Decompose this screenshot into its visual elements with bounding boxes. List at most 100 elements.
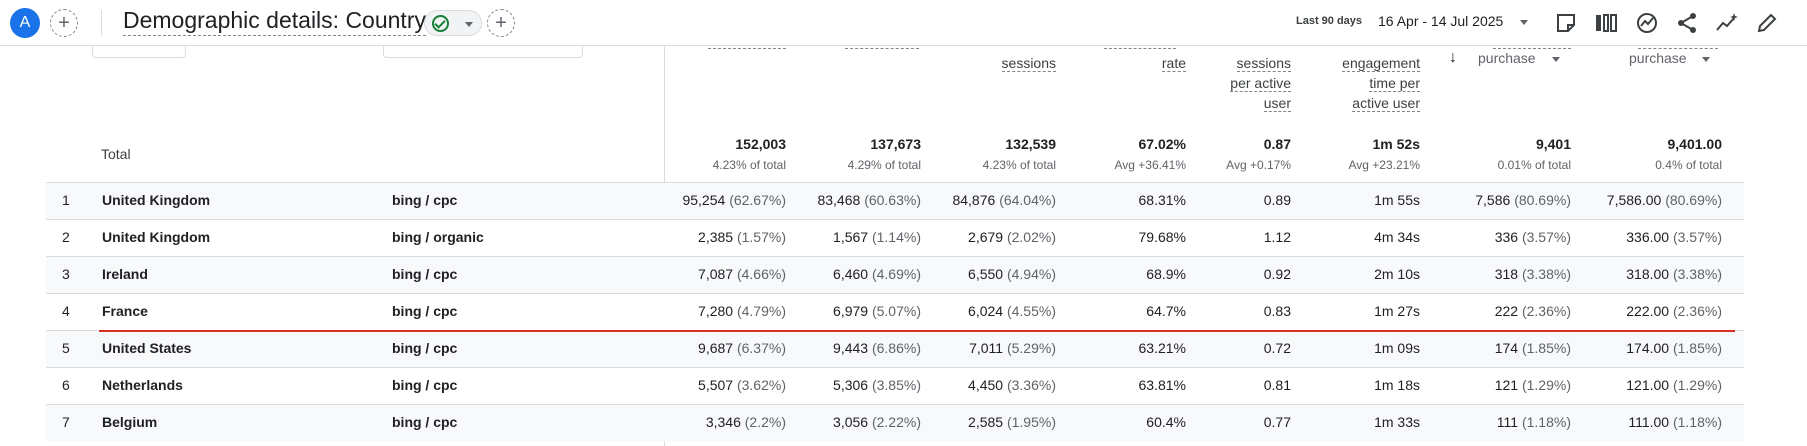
total-subtext: 4.23% of total	[982, 158, 1056, 172]
table-row[interactable]: 6 Netherlands bing / cpc 5,507 (3.62%) 5…	[46, 367, 1744, 404]
metric-cell: 60.4%	[1146, 414, 1186, 430]
table-row[interactable]: 2 United Kingdom bing / organic 2,385 (1…	[46, 219, 1744, 256]
metric-cell: 2m 10s	[1374, 266, 1420, 282]
total-subtext: 0.01% of total	[1497, 158, 1571, 172]
row-index: 7	[62, 414, 70, 430]
share-icon[interactable]	[1674, 10, 1700, 36]
metric-cell: 6,550 (4.94%)	[968, 266, 1056, 282]
metric-cell: 0.92	[1263, 266, 1291, 282]
metric-cell: 68.31%	[1138, 192, 1186, 208]
source-medium-cell[interactable]: bing / cpc	[392, 377, 458, 393]
account-avatar[interactable]: A	[10, 8, 40, 38]
table-row[interactable]: 5 United States bing / cpc 9,687 (6.37%)…	[46, 330, 1744, 367]
metric-cell: 64.7%	[1146, 303, 1186, 319]
metric-cell: 0.83	[1263, 303, 1291, 319]
metric-cell: 7,011 (5.29%)	[969, 340, 1056, 356]
column-header-engagement-time[interactable]: engagement time per active user	[1342, 55, 1420, 112]
column-header-4-underline	[1104, 48, 1176, 49]
metric-cell: 318 (3.38%)	[1494, 266, 1571, 282]
column-header-1[interactable]	[708, 48, 786, 49]
column-header-purchase-dropdown[interactable]: purchase	[1478, 50, 1536, 66]
header-divider	[101, 10, 102, 36]
country-cell[interactable]: United Kingdom	[102, 229, 211, 245]
total-subtext: 4.23% of total	[712, 158, 786, 172]
metric-cell: 0.77	[1263, 414, 1291, 430]
add-comparison-icon[interactable]: +	[487, 9, 515, 37]
sort-descending-icon[interactable]: ↓	[1449, 49, 1457, 66]
chevron-down-icon[interactable]	[1520, 20, 1528, 25]
total-subtext: Avg +23.21%	[1348, 158, 1420, 172]
source-medium-cell[interactable]: bing / cpc	[392, 340, 458, 356]
row-index: 1	[62, 192, 70, 208]
column-header-2[interactable]	[845, 48, 919, 49]
column-header-purchase-dropdown-2[interactable]: purchase	[1629, 50, 1687, 66]
compare-columns-icon[interactable]	[1593, 10, 1619, 36]
date-range-picker[interactable]: 16 Apr - 14 Jul 2025	[1378, 13, 1504, 29]
country-cell[interactable]: United States	[102, 340, 192, 356]
check-circle-icon	[432, 15, 449, 32]
insights-icon[interactable]	[1634, 10, 1660, 36]
metric-cell: 63.21%	[1138, 340, 1186, 356]
table-row[interactable]: 7 Belgium bing / cpc 3,346 (2.2%) 3,056 …	[46, 404, 1744, 441]
total-value: 67.02%	[1138, 136, 1186, 152]
metric-cell: 95,254 (62.67%)	[682, 192, 786, 208]
country-cell[interactable]: Belgium	[102, 414, 158, 430]
metric-cell: 1,567 (1.14%)	[833, 229, 921, 245]
total-subtext: Avg +0.17%	[1226, 158, 1291, 172]
table-row[interactable]: 1 United Kingdom bing / cpc 95,254 (62.6…	[46, 182, 1744, 219]
source-medium-cell[interactable]: bing / cpc	[392, 414, 458, 430]
column-header-sessions-per-active-user[interactable]: sessions per active user	[1230, 55, 1291, 112]
total-value: 132,539	[1005, 136, 1056, 152]
metric-cell: 1m 27s	[1374, 303, 1420, 319]
metric-cell: 111 (1.18%)	[1496, 414, 1571, 430]
metric-cell: 318.00 (3.38%)	[1626, 266, 1722, 282]
add-icon[interactable]: +	[50, 9, 78, 37]
report-header: A + Demographic details: Country + Last …	[0, 0, 1807, 46]
metric-cell: 83,468 (60.63%)	[817, 192, 921, 208]
source-medium-cell[interactable]: bing / cpc	[392, 266, 458, 282]
metric-cell: 3,056 (2.22%)	[833, 414, 921, 430]
total-subtext: 4.29% of total	[847, 158, 921, 172]
saved-status-chip[interactable]	[424, 10, 482, 36]
metric-cell: 4,450 (3.36%)	[968, 377, 1056, 393]
chevron-down-icon[interactable]	[1552, 57, 1560, 62]
row-index: 5	[62, 340, 70, 356]
row-index: 4	[62, 303, 70, 319]
column-header-rate[interactable]: rate	[1161, 55, 1186, 72]
dimension-selector[interactable]	[92, 46, 186, 58]
secondary-dimension-selector[interactable]	[383, 46, 583, 58]
source-medium-cell[interactable]: bing / organic	[392, 229, 484, 245]
chevron-down-icon	[465, 22, 473, 27]
chevron-down-icon[interactable]	[1702, 57, 1710, 62]
country-cell[interactable]: Netherlands	[102, 377, 183, 393]
source-medium-cell[interactable]: bing / cpc	[392, 192, 458, 208]
metric-cell: 174 (1.85%)	[1494, 340, 1571, 356]
row-index: 2	[62, 229, 70, 245]
total-subtext: Avg +36.41%	[1114, 158, 1186, 172]
metric-cell: 4m 34s	[1374, 229, 1420, 245]
explore-icon[interactable]	[1714, 10, 1740, 36]
page-title: Demographic details: Country	[123, 6, 426, 36]
metric-cell: 5,306 (3.85%)	[833, 377, 921, 393]
notes-icon[interactable]	[1553, 10, 1579, 36]
metric-cell: 5,507 (3.62%)	[698, 377, 786, 393]
country-cell[interactable]: United Kingdom	[102, 192, 211, 208]
source-medium-cell[interactable]: bing / cpc	[392, 303, 458, 319]
country-cell[interactable]: France	[102, 303, 148, 319]
column-header-sessions[interactable]: sessions	[1001, 55, 1056, 72]
metric-cell: 2,585 (1.95%)	[968, 414, 1056, 430]
metric-cell: 0.81	[1263, 377, 1291, 393]
edit-icon[interactable]	[1754, 10, 1780, 36]
annotation-underline	[99, 330, 1735, 332]
date-range-prefix: Last 90 days	[1296, 15, 1363, 27]
metric-cell: 1m 33s	[1374, 414, 1420, 430]
country-cell[interactable]: Ireland	[102, 266, 148, 282]
metric-cell: 1m 18s	[1374, 377, 1420, 393]
metric-cell: 63.81%	[1138, 377, 1186, 393]
total-subtext: 0.4% of total	[1655, 158, 1722, 172]
table-row[interactable]: 4 France bing / cpc 7,280 (4.79%) 6,979 …	[46, 293, 1744, 330]
metric-cell: 336.00 (3.57%)	[1626, 229, 1722, 245]
table-row[interactable]: 3 Ireland bing / cpc 7,087 (4.66%) 6,460…	[46, 256, 1744, 293]
metric-cell: 174.00 (1.85%)	[1626, 340, 1722, 356]
metric-cell: 336 (3.57%)	[1494, 229, 1571, 245]
